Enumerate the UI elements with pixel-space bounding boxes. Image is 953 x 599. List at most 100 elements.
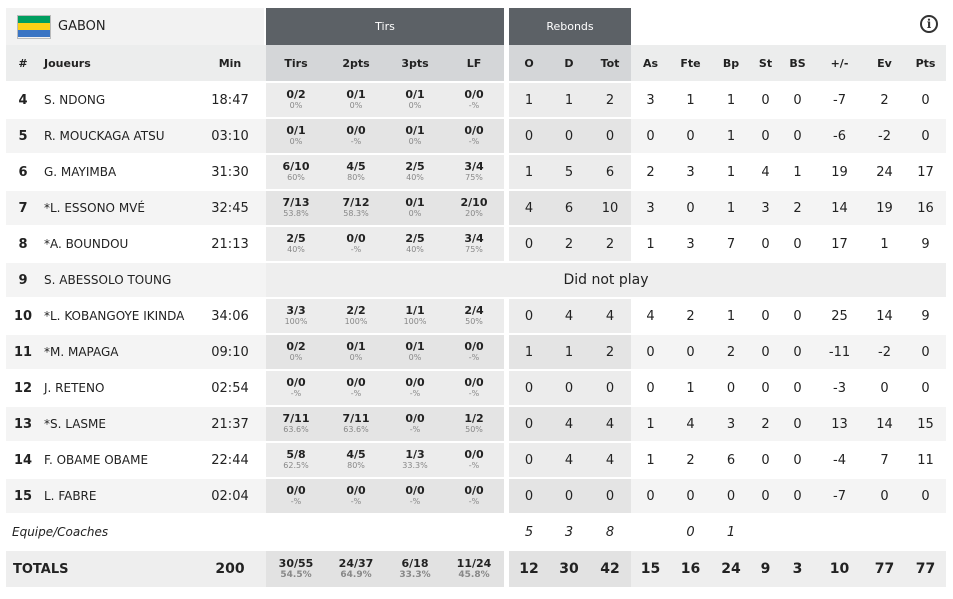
player-tirs-pct: -% <box>290 389 302 398</box>
totals-lf: 11/24 45.8% <box>444 551 504 589</box>
player-lf-value: 0/0 <box>464 88 484 101</box>
coach-fte: 0 <box>670 515 711 551</box>
player-min: 21:37 <box>194 407 266 443</box>
player-lf-value: 1/2 <box>464 412 484 425</box>
column-gap <box>504 83 509 119</box>
player-lf: 0/0 -% <box>444 479 504 515</box>
player-d: 0 <box>549 479 589 515</box>
player-min: 02:04 <box>194 479 266 515</box>
col-header-fte: Fte <box>670 45 711 83</box>
player-lf: 0/0 -% <box>444 119 504 155</box>
player-tirs-pct: 62.5% <box>283 461 309 470</box>
player-as: 2 <box>631 155 670 191</box>
player-tirs-pct: 0% <box>289 101 303 110</box>
col-header-min: Min <box>194 45 266 83</box>
player-number: 6 <box>6 155 40 191</box>
player-min: 32:45 <box>194 191 266 227</box>
player-as: 0 <box>631 479 670 515</box>
player-o: 0 <box>509 299 549 335</box>
player-2pts-pct: -% <box>350 497 362 506</box>
column-gap <box>504 335 509 371</box>
player-tirs-value: 0/2 <box>286 340 306 353</box>
totals-3pts-value: 6/18 <box>401 557 429 570</box>
player-name: S. ABESSOLO TOUNG <box>40 263 194 299</box>
player-min: 09:10 <box>194 335 266 371</box>
player-bs: 0 <box>780 479 815 515</box>
player-3pts-value: 0/0 <box>405 484 425 497</box>
player-2pts-pct: -% <box>350 389 362 398</box>
player-lf: 0/0 -% <box>444 335 504 371</box>
column-gap <box>504 551 509 589</box>
player-name: S. NDONG <box>40 83 194 119</box>
player-3pts: 0/0 -% <box>386 479 444 515</box>
player-3pts-pct: 33.3% <box>402 461 428 470</box>
box-score-table: # Joueurs Min Tirs 2pts 3pts LF O D Tot … <box>6 45 946 589</box>
player-bp: 3 <box>711 407 751 443</box>
player-tirs-value: 7/11 <box>282 412 310 425</box>
table-top-header: GABON Tirs Rebonds i <box>0 0 953 45</box>
player-plus-minus: -7 <box>815 83 864 119</box>
player-2pts-value: 7/11 <box>342 412 370 425</box>
player-fte: 0 <box>670 479 711 515</box>
coach-tot: 8 <box>589 515 631 551</box>
player-tirs-value: 0/2 <box>286 88 306 101</box>
player-3pts-value: 0/1 <box>405 88 425 101</box>
col-header-player: Joueurs <box>40 45 194 83</box>
player-d: 0 <box>549 371 589 407</box>
totals-tot: 42 <box>589 551 631 589</box>
player-2pts-value: 2/2 <box>346 304 366 317</box>
coach-pm <box>815 515 864 551</box>
player-min: 18:47 <box>194 83 266 119</box>
player-d: 1 <box>549 335 589 371</box>
player-2pts-value: 0/1 <box>346 340 366 353</box>
player-tirs: 0/2 0% <box>266 335 326 371</box>
player-o: 4 <box>509 191 549 227</box>
did-not-play-label: Did not play <box>266 263 946 299</box>
player-tirs: 0/0 -% <box>266 479 326 515</box>
player-tirs-pct: 100% <box>284 317 308 326</box>
flag-stripe-green <box>18 15 50 23</box>
player-2pts: 4/5 80% <box>326 155 386 191</box>
player-number: 14 <box>6 443 40 479</box>
player-lf: 2/4 50% <box>444 299 504 335</box>
player-3pts: 0/0 -% <box>386 371 444 407</box>
player-tirs-value: 5/8 <box>286 448 306 461</box>
player-3pts: 0/1 0% <box>386 83 444 119</box>
info-icon[interactable]: i <box>920 15 938 33</box>
player-bs: 0 <box>780 443 815 479</box>
totals-ev: 77 <box>864 551 905 589</box>
column-gap <box>504 119 509 155</box>
player-lf-value: 0/0 <box>464 124 484 137</box>
player-tot: 0 <box>589 479 631 515</box>
player-as: 0 <box>631 371 670 407</box>
player-3pts-pct: -% <box>409 497 421 506</box>
player-tirs-pct: 63.6% <box>283 425 309 434</box>
player-ev: 2 <box>864 83 905 119</box>
player-lf-value: 3/4 <box>464 232 484 245</box>
player-3pts-value: 0/0 <box>405 412 425 425</box>
player-d: 5 <box>549 155 589 191</box>
player-tot: 2 <box>589 335 631 371</box>
player-min: 22:44 <box>194 443 266 479</box>
player-name: *A. BOUNDOU <box>40 227 194 263</box>
player-name: J. RETENO <box>40 371 194 407</box>
player-name: G. MAYIMBA <box>40 155 194 191</box>
player-lf-pct: -% <box>468 497 480 506</box>
player-d: 4 <box>549 443 589 479</box>
totals-tirs: 30/55 54.5% <box>266 551 326 589</box>
player-lf-pct: 20% <box>465 209 483 218</box>
player-d: 6 <box>549 191 589 227</box>
player-bp: 1 <box>711 119 751 155</box>
player-number: 15 <box>6 479 40 515</box>
player-bs: 0 <box>780 227 815 263</box>
coach-as <box>631 515 670 551</box>
player-d: 0 <box>549 119 589 155</box>
table-row: 9 S. ABESSOLO TOUNG Did not play <box>6 263 946 299</box>
column-gap <box>504 407 509 443</box>
player-lf: 0/0 -% <box>444 443 504 479</box>
column-gap <box>504 299 509 335</box>
player-3pts-pct: 0% <box>408 209 422 218</box>
player-tirs-pct: 0% <box>289 353 303 362</box>
team-coaches-row: Equipe/Coaches 5 3 8 0 1 <box>6 515 946 551</box>
player-plus-minus: 25 <box>815 299 864 335</box>
